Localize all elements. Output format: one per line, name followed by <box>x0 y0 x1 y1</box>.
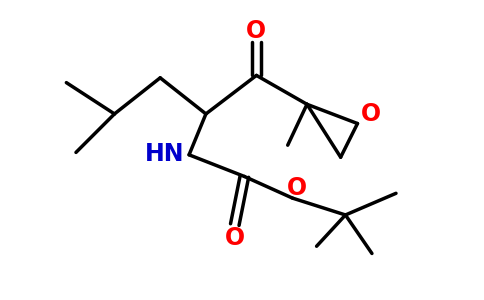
Text: O: O <box>361 102 381 126</box>
Text: HN: HN <box>145 142 184 166</box>
Text: O: O <box>246 19 267 43</box>
Text: O: O <box>287 176 307 200</box>
Text: O: O <box>225 226 245 250</box>
